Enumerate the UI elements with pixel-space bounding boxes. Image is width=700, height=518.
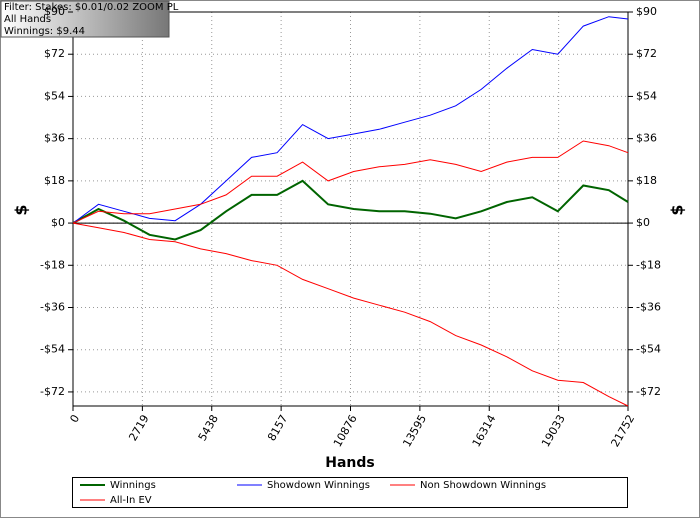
y2-axis-label: $: [668, 204, 687, 215]
y-tick-label: $0: [51, 216, 65, 229]
series-line: [72, 140, 629, 224]
y2-tick-label: $72: [636, 47, 657, 60]
legend-label: Non Showdown Winnings: [420, 480, 546, 491]
y-tick-label: $90: [44, 5, 65, 18]
y-axis-label: $: [12, 204, 31, 215]
y2-tick-label: $54: [636, 89, 657, 102]
legend-label: All-In EV: [110, 495, 152, 506]
info-winnings: Winnings: $9.44: [4, 26, 85, 37]
legend-label: Winnings: [110, 480, 156, 491]
series-line: [72, 16, 629, 224]
y-tick-label: $72: [44, 47, 65, 60]
y2-tick-label: -$72: [636, 385, 661, 398]
series-line: [72, 179, 629, 241]
y2-tick-label: -$54: [636, 343, 661, 356]
legend-label: Showdown Winnings: [267, 480, 370, 491]
y-tick-label: -$18: [40, 258, 65, 271]
info-box: [0, 0, 170, 38]
y-tick-label: -$36: [40, 301, 65, 314]
y-tick-label: $36: [44, 132, 65, 145]
y2-tick-label: -$18: [636, 258, 661, 271]
y-tick-label: $54: [44, 89, 65, 102]
y2-tick-label: $36: [636, 132, 657, 145]
y2-tick-label: -$36: [636, 301, 661, 314]
y2-tick-label: $18: [636, 174, 657, 187]
series-line: [72, 222, 629, 407]
y2-tick-label: $90: [636, 5, 657, 18]
legend: [72, 477, 628, 508]
info-hands: All Hands: [4, 14, 51, 25]
y2-tick-label: $0: [636, 216, 650, 229]
y-tick-label: -$72: [40, 385, 65, 398]
x-axis-label: Hands: [325, 455, 375, 471]
y-tick-label: $18: [44, 174, 65, 187]
info-filter: Filter: Stakes: $0.01/0.02 ZOOM PL: [4, 2, 179, 13]
y-tick-label: -$54: [40, 343, 65, 356]
